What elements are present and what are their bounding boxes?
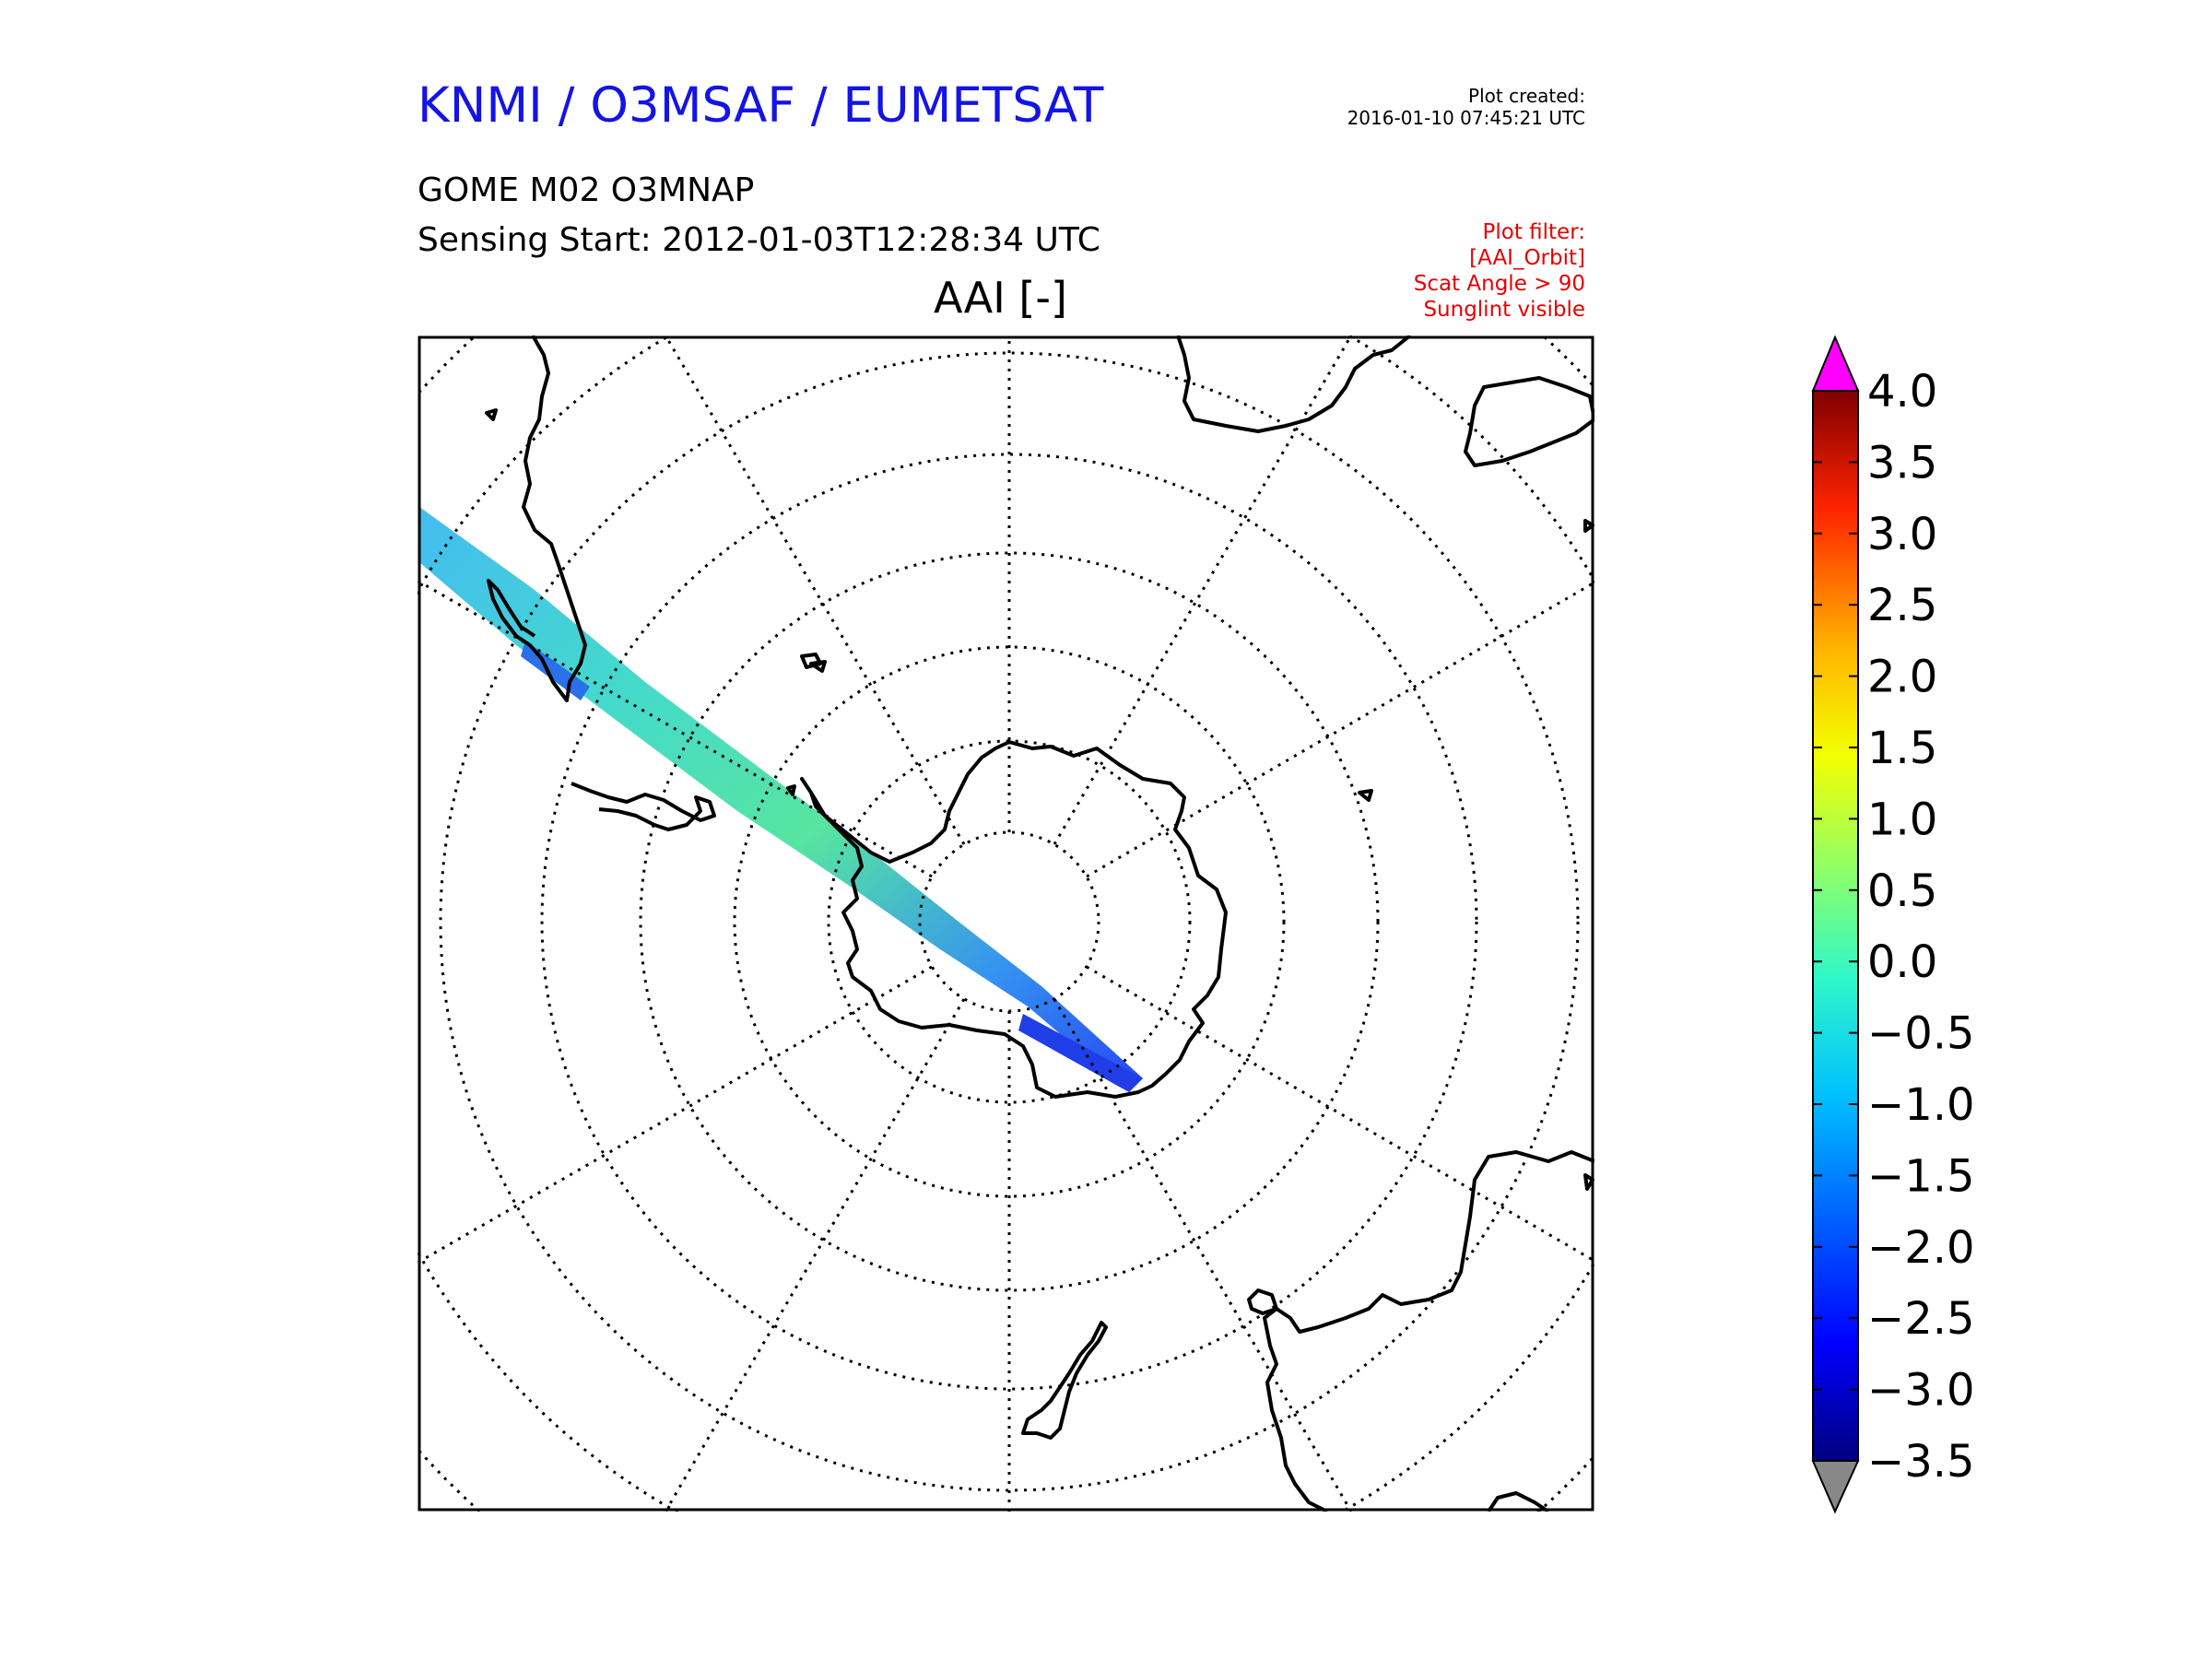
new-zealand-coast [1021, 1321, 1108, 1440]
colorbar-tick-label: −3.0 [1867, 1365, 1975, 1417]
small-island [809, 660, 827, 673]
plot-filter-line: Scat Angle > 90 [1413, 272, 1585, 296]
colorbar-tick-label: −2.0 [1867, 1222, 1975, 1274]
colorbar-tick-label: 3.0 [1867, 509, 1937, 560]
australia-coast [1263, 1150, 1594, 1512]
australia-north [1487, 1491, 1550, 1512]
small-island [485, 408, 498, 421]
map-area [418, 335, 1594, 1512]
africa-coast [1176, 335, 1412, 433]
coastlines [485, 335, 1594, 1512]
south-america-coast [487, 335, 587, 702]
product-name: GOME M02 O3MNAP [418, 171, 755, 209]
plot-created-info: Plot created: 2016-01-10 07:45:21 UTC [1347, 85, 1585, 129]
colorbar-gradient [1813, 391, 1858, 1461]
small-island [1358, 789, 1373, 802]
colorbar-tick-label: −0.5 [1867, 1008, 1975, 1060]
colorbar-tick-label: 2.5 [1867, 580, 1937, 631]
colorbar-tick-label: −1.0 [1867, 1079, 1975, 1131]
small-island [786, 784, 796, 796]
colorbar-tick-label: 1.0 [1867, 794, 1937, 845]
colorbar-tick-label: 1.5 [1867, 723, 1937, 774]
map-title: AAI [-] [934, 273, 1067, 323]
swath-blue-segment [1018, 1014, 1143, 1092]
colorbar-over-triangle [1811, 335, 1860, 392]
small-island [1583, 519, 1594, 533]
satellite-swath [419, 507, 1143, 1092]
colorbar-tick-label: 3.5 [1867, 437, 1937, 488]
madagascar-coast [1464, 376, 1594, 467]
map-frame [418, 335, 1594, 1512]
small-island [1583, 1173, 1594, 1191]
antarctica-coast [800, 740, 1228, 1099]
colorbar-under-triangle [1811, 1460, 1860, 1514]
peninsula-islands [571, 782, 716, 831]
organization-title: KNMI / O3MSAF / EUMETSAT [418, 77, 1104, 134]
plot-filter: Plot filter: [AAI_Orbit] Scat Angle > 90… [1414, 219, 1585, 323]
plot-filter-line: Plot filter: [1482, 220, 1585, 244]
plot-created-time: 2016-01-10 07:45:21 UTC [1347, 107, 1585, 129]
graticule [418, 335, 1594, 1512]
colorbar-tick-label: −3.5 [1867, 1436, 1975, 1488]
colorbar-tick-label: 0.0 [1867, 936, 1937, 988]
colorbar-tick-label: 0.5 [1867, 865, 1937, 917]
colorbar-tick-label: −2.5 [1867, 1293, 1975, 1345]
sensing-start: Sensing Start: 2012-01-03T12:28:34 UTC [418, 221, 1100, 259]
colorbar-frame [1812, 390, 1859, 1462]
tasmania-coast [1247, 1288, 1278, 1315]
plot-created-label: Plot created: [1468, 85, 1585, 107]
plot-filter-line: Sunglint visible [1423, 298, 1585, 322]
colorbar-tick-label: 4.0 [1867, 366, 1937, 418]
colorbar-ticks: 4.0 3.5 3.0 2.5 2.0 1.5 1.0 0.5 0.0 −0.5 −1.0 −1.5 −… [1813, 366, 1975, 1488]
colorbar: 4.0 3.5 3.0 2.5 2.0 1.5 1.0 0.5 0.0 −0.5 −1.0 −1.5 −… [1811, 335, 1975, 1514]
colorbar-tick-label: −1.5 [1867, 1150, 1975, 1202]
colorbar-tick-label: 2.0 [1867, 652, 1937, 703]
plot-filter-line: [AAI_Orbit] [1469, 246, 1585, 270]
